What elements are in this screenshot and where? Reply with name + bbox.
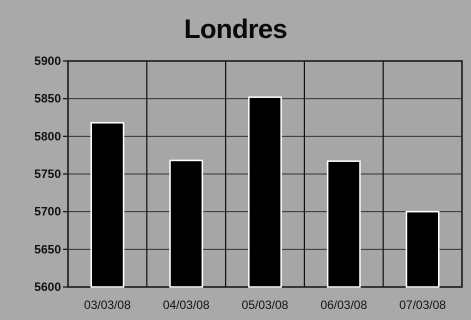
x-tick-label: 03/03/08 <box>84 298 131 312</box>
y-tick-label: 5750 <box>34 167 61 181</box>
x-tick-label: 05/03/08 <box>242 298 289 312</box>
chart-title: Londres <box>183 14 288 44</box>
bar <box>169 159 204 288</box>
bar <box>90 122 125 288</box>
bar <box>405 210 440 288</box>
y-tick-label: 5800 <box>34 129 61 143</box>
bar <box>248 96 282 288</box>
x-tick-label: 07/03/08 <box>399 298 446 312</box>
y-tick-label: 5900 <box>34 54 61 68</box>
y-tick-label: 5600 <box>34 280 61 294</box>
y-tick-label: 5850 <box>34 92 61 106</box>
y-tick-label: 5650 <box>34 242 61 256</box>
bar <box>326 160 361 288</box>
y-tick-label: 5700 <box>34 205 61 219</box>
x-tick-label: 06/03/08 <box>320 298 367 312</box>
x-tick-label: 04/03/08 <box>163 298 210 312</box>
